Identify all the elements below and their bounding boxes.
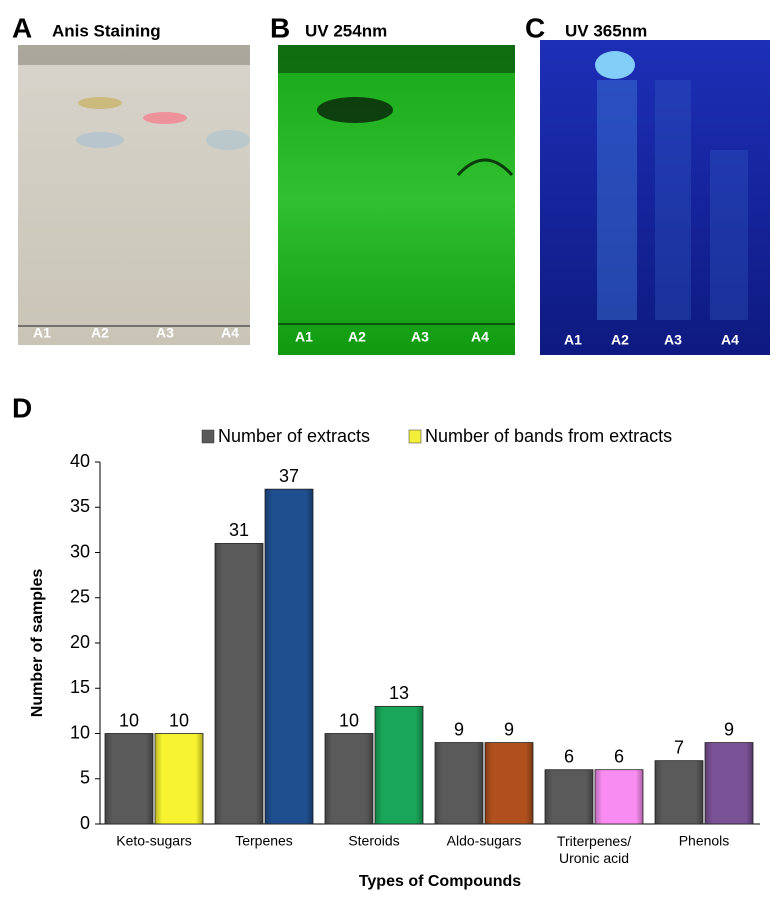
bar-shade xyxy=(265,489,313,824)
x-tick-label: Keto-sugars xyxy=(116,833,191,849)
bar-shade xyxy=(545,769,593,824)
panel-title: UV 254nm xyxy=(305,21,387,40)
lane-label: A4 xyxy=(221,325,239,341)
value-label: 9 xyxy=(504,719,514,739)
x-tick-label: Terpenes xyxy=(235,833,293,849)
lane-label: A2 xyxy=(611,332,629,348)
lane-label: A3 xyxy=(664,332,682,348)
value-label: 10 xyxy=(119,710,139,730)
value-label: 9 xyxy=(454,719,464,739)
bar-shade xyxy=(155,733,203,824)
bar-shade xyxy=(595,769,643,824)
lane-label: A1 xyxy=(295,329,313,345)
x-tick-label: Phenols xyxy=(679,833,730,849)
bar-shade xyxy=(655,760,703,824)
panel-title: UV 365nm xyxy=(565,21,647,40)
x-tick-label: Aldo-sugars xyxy=(447,833,522,849)
value-label: 6 xyxy=(614,746,624,766)
y-tick-label: 30 xyxy=(70,541,90,561)
lane-label: A4 xyxy=(471,329,489,345)
value-label: 6 xyxy=(564,746,574,766)
value-label: 9 xyxy=(724,719,734,739)
lane-label: A1 xyxy=(33,325,51,341)
value-label: 31 xyxy=(229,520,249,540)
y-tick-label: 25 xyxy=(70,587,90,607)
lane-label: A1 xyxy=(564,332,582,348)
value-label: 37 xyxy=(279,466,299,486)
bar-shade xyxy=(375,706,423,824)
x-tick-label: Triterpenes/Uronic acid xyxy=(557,833,631,866)
legend-label: Number of extracts xyxy=(218,426,370,446)
bar-shade xyxy=(435,742,483,824)
panel-letter: C xyxy=(525,12,545,43)
y-axis-label: Number of samples xyxy=(29,569,46,718)
plate-c xyxy=(540,40,770,355)
lane-label: A4 xyxy=(721,332,739,348)
legend-swatch xyxy=(408,429,422,444)
x-tick-label: Steroids xyxy=(348,833,399,849)
bar-shade xyxy=(325,733,373,824)
y-tick-label: 0 xyxy=(80,813,90,833)
value-label: 10 xyxy=(169,710,189,730)
value-label: 13 xyxy=(389,683,409,703)
legend-label: Number of bands from extracts xyxy=(425,426,672,446)
value-label: 10 xyxy=(339,710,359,730)
lane-label: A2 xyxy=(348,329,366,345)
y-tick-label: 10 xyxy=(70,722,90,742)
y-tick-label: 15 xyxy=(70,677,90,697)
plate-a xyxy=(18,45,250,345)
bar-shade xyxy=(105,733,153,824)
y-tick-label: 20 xyxy=(70,632,90,652)
panel-letter: D xyxy=(12,392,32,423)
x-axis-label: Types of Compounds xyxy=(359,873,521,890)
legend-swatch xyxy=(201,429,215,444)
value-label: 7 xyxy=(674,737,684,757)
y-tick-label: 5 xyxy=(80,768,90,788)
lane-label: A2 xyxy=(91,325,109,341)
bar-shade xyxy=(485,742,533,824)
plate-b xyxy=(278,45,515,355)
bar-shade xyxy=(705,742,753,824)
panel-title: Anis Staining xyxy=(52,21,161,40)
y-tick-label: 40 xyxy=(70,451,90,471)
lane-label: A3 xyxy=(411,329,429,345)
bar-shade xyxy=(215,543,263,824)
lane-label: A3 xyxy=(156,325,174,341)
y-tick-label: 35 xyxy=(70,496,90,516)
panel-letter: A xyxy=(12,12,32,43)
panel-letter: B xyxy=(270,12,290,43)
